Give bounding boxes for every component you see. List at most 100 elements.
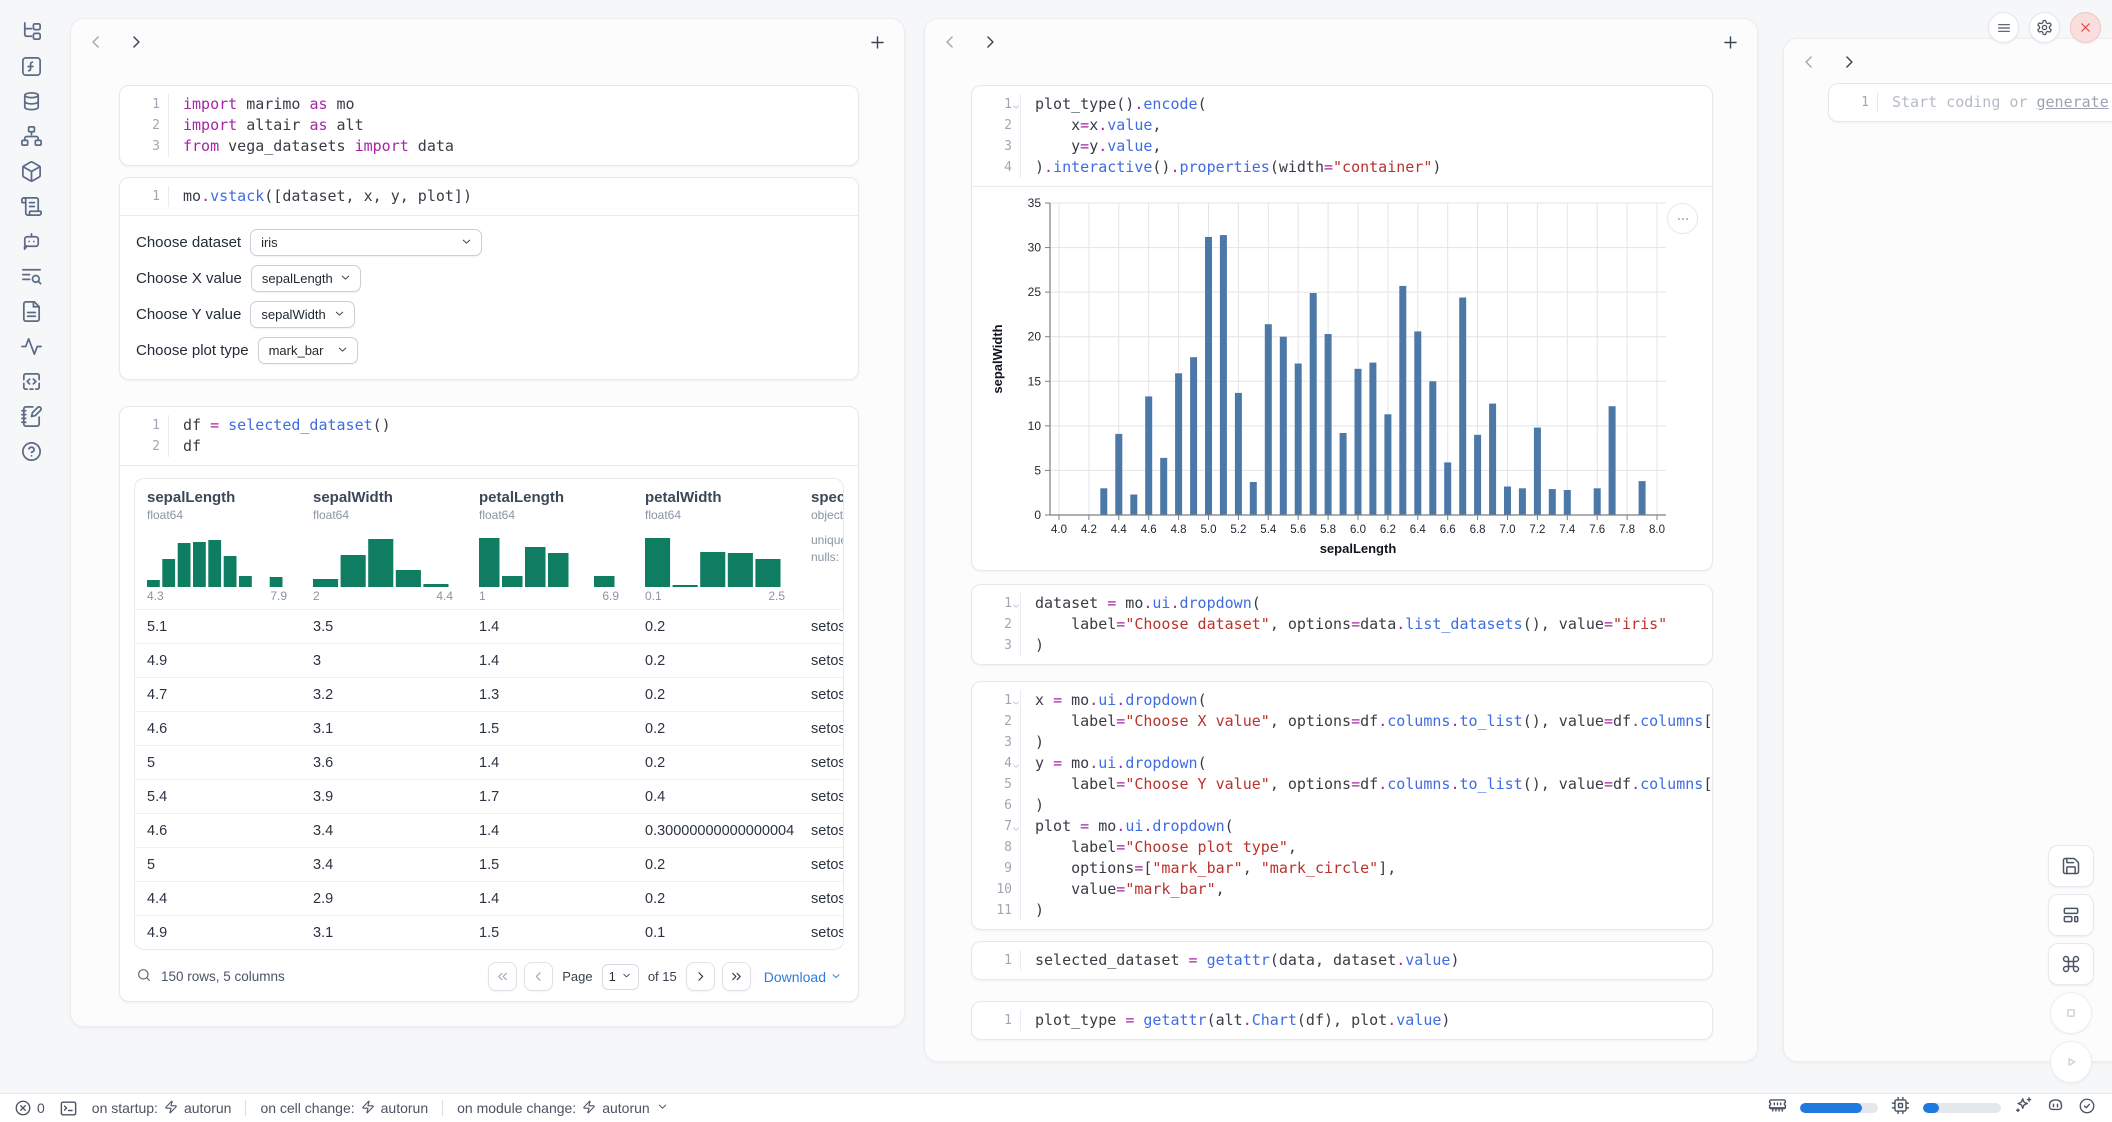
autorun-segment[interactable]: on cell change: autorun	[260, 1100, 428, 1117]
code-editor[interactable]: 1df = selected_dataset()2df	[120, 407, 858, 465]
table-column-header[interactable]: sepalLengthfloat64 4.37.9	[135, 479, 301, 609]
panel-prev-icon[interactable]	[939, 31, 961, 53]
rail-activity-button[interactable]	[18, 337, 44, 360]
table-column-header[interactable]: petalWidthfloat64 0.12.5	[633, 479, 799, 609]
first-page-button[interactable]	[488, 962, 517, 991]
rail-package-box-button[interactable]	[18, 162, 44, 185]
rail-scratchpad-button[interactable]	[18, 407, 44, 430]
rail-function-square-button[interactable]	[18, 57, 44, 80]
table-row[interactable]: 4.42.91.40.2setosa	[135, 881, 843, 915]
rail-dependency-graph-button[interactable]	[18, 127, 44, 150]
next-page-button[interactable]	[686, 962, 715, 991]
rail-list-search-button[interactable]	[18, 267, 44, 290]
panel3-nav	[1784, 39, 2112, 85]
code-editor[interactable]: 1plot_type = getattr(alt.Chart(df), plot…	[972, 1002, 1712, 1039]
table-row[interactable]: 4.93.11.50.1setosa	[135, 915, 843, 949]
svg-text:7.4: 7.4	[1559, 524, 1576, 536]
code-editor[interactable]: 1selected_dataset = getattr(data, datase…	[972, 942, 1712, 979]
rail-chat-bot-button[interactable]	[18, 232, 44, 255]
column-histogram[interactable]	[313, 531, 453, 587]
panel-prev-icon[interactable]	[85, 31, 107, 53]
rail-code-snippets-button[interactable]	[18, 372, 44, 395]
divider	[442, 1100, 443, 1116]
table-row[interactable]: 53.41.50.2setosa	[135, 847, 843, 881]
save-button[interactable]	[2048, 845, 2094, 887]
table-column-header[interactable]: petalLengthfloat64 16.9	[467, 479, 633, 609]
table-cell: 1.3	[467, 687, 633, 703]
add-cell-button[interactable]	[1719, 31, 1741, 53]
table-cell: 3.1	[301, 925, 467, 941]
ai-sparkles-icon[interactable]	[2014, 1096, 2033, 1120]
code-editor[interactable]: 1plot_type().encode(2 x=x.value,3 y=y.va…	[972, 86, 1712, 186]
rail-database-button[interactable]	[18, 92, 44, 115]
code-editor[interactable]: 1dataset = mo.ui.dropdown(2 label="Choos…	[972, 585, 1712, 664]
choose-dataset-select[interactable]: iris	[250, 229, 482, 256]
table-cell: 3.1	[301, 721, 467, 737]
layout-button[interactable]	[2048, 894, 2094, 936]
svg-text:4.4: 4.4	[1111, 524, 1128, 536]
table-row[interactable]: 4.63.11.50.2setosa	[135, 711, 843, 745]
panel-next-icon[interactable]	[1838, 51, 1860, 73]
svg-text:10: 10	[1028, 419, 1042, 433]
table-row[interactable]: 5.13.51.40.2setosa	[135, 609, 843, 643]
page-select[interactable]: 1	[602, 964, 639, 990]
menu-button[interactable]	[1988, 12, 2019, 43]
page-of-label: of 15	[648, 969, 677, 984]
rail-document-button[interactable]	[18, 302, 44, 325]
download-button[interactable]: Download	[764, 969, 842, 985]
column-histogram[interactable]	[479, 531, 619, 587]
code-editor[interactable]: 1mo.vstack([dataset, x, y, plot])	[120, 178, 858, 215]
table-column-header[interactable]: sepalWidthfloat64 24.4	[301, 479, 467, 609]
rail-file-tree-button[interactable]	[18, 22, 44, 45]
svg-text:30: 30	[1028, 241, 1042, 255]
choose-y-value-select[interactable]: sepalWidth	[250, 301, 355, 328]
column-histogram[interactable]	[147, 531, 287, 587]
cpu-icon[interactable]	[1891, 1096, 1910, 1120]
empty-cell-placeholder[interactable]: Start coding or generate with	[1878, 92, 2112, 113]
run-button[interactable]	[2050, 1041, 2092, 1083]
copilot-icon[interactable]	[2046, 1096, 2065, 1120]
error-count-chip[interactable]: 0	[14, 1099, 45, 1117]
panel-next-icon[interactable]	[979, 31, 1001, 53]
svg-text:5.6: 5.6	[1290, 524, 1306, 536]
rail-help-bubble-button[interactable]	[18, 442, 44, 465]
page-label: Page	[562, 969, 592, 984]
panel2-nav	[925, 19, 1757, 65]
rail-scroll-logs-button[interactable]	[18, 197, 44, 220]
code-editor[interactable]: 1import marimo as mo2import altair as al…	[120, 86, 858, 165]
table-row[interactable]: 4.63.41.40.30000000000000004setosa	[135, 813, 843, 847]
choose-plot-type-select[interactable]: mark_bar	[258, 337, 358, 364]
terminal-button[interactable]	[59, 1099, 78, 1118]
settings-button[interactable]	[2029, 12, 2060, 43]
bar-chart[interactable]: 051015202530354.04.24.44.64.85.05.25.45.…	[988, 189, 1712, 566]
add-cell-button[interactable]	[866, 31, 888, 53]
panel-prev-icon[interactable]	[1798, 51, 1820, 73]
prev-page-button[interactable]	[524, 962, 553, 991]
last-page-button[interactable]	[722, 962, 751, 991]
table-cell: 0.30000000000000004	[633, 823, 799, 839]
column-histogram[interactable]	[645, 531, 785, 587]
chevron-down-icon	[621, 969, 632, 984]
table-row[interactable]: 4.931.40.2setosa	[135, 643, 843, 677]
status-bar: 0 on startup: autorun on cell change: au…	[0, 1093, 2112, 1122]
choose-x-value-select[interactable]: sepalLength	[251, 265, 361, 292]
table-row[interactable]: 4.73.21.30.2setosa	[135, 677, 843, 711]
panel-next-icon[interactable]	[125, 31, 147, 53]
dropdown-label: Choose dataset	[136, 234, 241, 251]
svg-text:0: 0	[1034, 508, 1041, 522]
code-editor[interactable]: 1x = mo.ui.dropdown(2 label="Choose X va…	[972, 682, 1712, 929]
autorun-segment[interactable]: on startup: autorun	[92, 1100, 232, 1117]
table-column-header[interactable]: speciesobjectuniquenulls:	[799, 479, 843, 609]
close-button[interactable]	[2070, 12, 2101, 43]
autorun-segment[interactable]: on module change: autorun	[457, 1100, 669, 1117]
table-row[interactable]: 53.61.40.2setosa	[135, 745, 843, 779]
chart-menu-button[interactable]	[1667, 203, 1698, 234]
table-cell: 3.4	[301, 823, 467, 839]
search-icon[interactable]	[136, 967, 152, 986]
line-number: 3	[972, 136, 1021, 157]
memory-icon[interactable]	[1768, 1096, 1787, 1120]
connection-status-icon[interactable]	[2078, 1097, 2096, 1120]
table-row[interactable]: 5.43.91.70.4setosa	[135, 779, 843, 813]
command-palette-button[interactable]	[2048, 943, 2094, 985]
stop-button[interactable]	[2050, 992, 2092, 1034]
